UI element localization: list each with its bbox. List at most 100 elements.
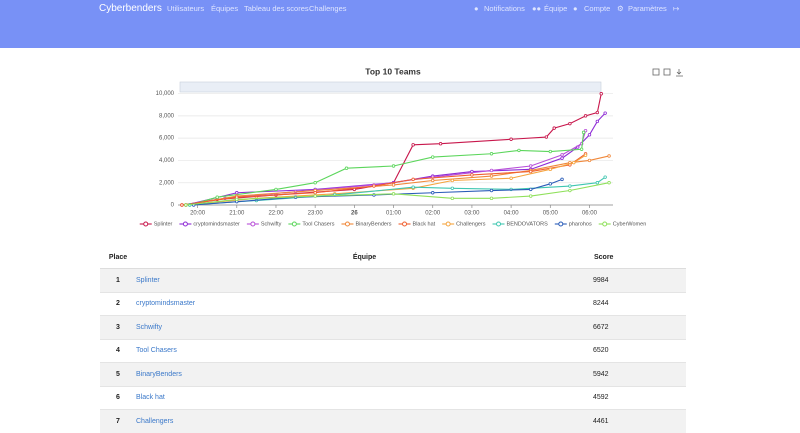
legend-item[interactable]: CyberWomen [599, 221, 647, 227]
data-point [451, 197, 454, 200]
legend: Splinter cryptomindsmaster Schwifty Tool Ch… [140, 221, 647, 227]
data-point [314, 181, 317, 184]
data-point [392, 184, 395, 187]
data-point [471, 174, 474, 177]
place-cell: 4 [100, 339, 136, 363]
x-tick-label: 04:00 [504, 211, 520, 217]
nav-link[interactable]: Challenges [309, 4, 347, 13]
data-point [431, 179, 434, 182]
data-point [392, 165, 395, 168]
data-point [314, 191, 317, 194]
data-point [412, 178, 415, 181]
data-point [412, 186, 415, 189]
data-point [216, 196, 219, 199]
legend-item[interactable]: Challengers [442, 221, 486, 227]
team-link[interactable]: Challengers [136, 418, 173, 425]
nav-link[interactable]: Paramètres [628, 4, 667, 13]
brand[interactable]: Cyberbenders [99, 3, 162, 14]
y-tick-label: 10,000 [156, 91, 175, 97]
data-point [604, 112, 607, 115]
place-cell: 7 [100, 410, 136, 433]
team-link[interactable]: BinaryBenders [136, 371, 182, 378]
legend-item[interactable]: Tool Chasers [288, 221, 334, 227]
nav-link[interactable]: Tableau des scores [244, 4, 309, 13]
nav-link[interactable]: Notifications [484, 4, 525, 13]
team-cell: cryptomindsmaster [136, 292, 593, 316]
team-link[interactable]: Splinter [136, 277, 160, 284]
reset-icon[interactable] [664, 69, 670, 75]
legend-marker [559, 222, 563, 226]
nav-link[interactable]: Équipe [544, 4, 567, 13]
legend-marker [345, 222, 349, 226]
legend-label: Challengers [456, 221, 486, 227]
x-tick-label: 01:00 [386, 211, 402, 217]
table-row: 2cryptomindsmaster8244 [100, 292, 686, 316]
legend-item[interactable]: Schwifty [247, 221, 282, 227]
data-point [561, 154, 564, 157]
scoreboard-table: PlaceÉquipeScore1Splinter99842cryptomind… [100, 246, 686, 433]
navbar: Cyberbenders Utilisateurs Équipes Tablea… [0, 0, 800, 48]
score-cell: 6672 [593, 316, 686, 340]
data-point [345, 167, 348, 170]
data-point [373, 185, 376, 188]
data-point [580, 148, 583, 151]
bell-icon: ● [474, 4, 479, 13]
table-row: 1Splinter9984 [100, 269, 686, 293]
table-row: 6Black hat4592 [100, 386, 686, 410]
legend-item[interactable]: Splinter [140, 221, 173, 227]
legend-item[interactable]: BinaryBenders [341, 221, 391, 227]
table-row: 5BinaryBenders5942 [100, 363, 686, 387]
place-cell: 3 [100, 316, 136, 340]
team-link[interactable]: Tool Chasers [136, 347, 177, 354]
data-point [185, 204, 188, 207]
data-point [439, 142, 442, 145]
save-icon[interactable] [676, 69, 683, 76]
nav-link[interactable]: Compte [584, 4, 610, 13]
y-tick-label: 2,000 [159, 180, 175, 186]
data-point [569, 122, 572, 125]
score-cell: 8244 [593, 292, 686, 316]
nav-link[interactable]: Utilisateurs [167, 4, 204, 13]
legend-item[interactable]: Black hat [399, 221, 436, 227]
data-point [588, 134, 591, 137]
x-tick-label: 02:00 [425, 211, 441, 217]
y-tick-label: 0 [171, 203, 175, 209]
data-point [569, 185, 572, 188]
team-link[interactable]: Schwifty [136, 324, 162, 331]
data-point [412, 144, 415, 147]
x-tick-label: 22:00 [268, 211, 284, 217]
data-point [518, 149, 521, 152]
data-point [561, 178, 564, 181]
series-line [182, 154, 586, 205]
legend-marker [603, 222, 607, 226]
team-link[interactable]: Black hat [136, 394, 165, 401]
legend-label: Black hat [413, 221, 436, 227]
data-point [510, 138, 513, 141]
zoom-icon[interactable] [653, 69, 659, 75]
legend-marker [292, 222, 296, 226]
legend-item[interactable]: cryptomindsmaster [179, 221, 240, 227]
score-cell: 5942 [593, 363, 686, 387]
x-tick-label: 20:00 [190, 211, 206, 217]
logout-icon[interactable]: ↦ [673, 4, 679, 13]
data-point [490, 152, 493, 155]
series-line [186, 113, 605, 205]
zoom-slider[interactable] [180, 82, 601, 92]
toolbox [653, 69, 683, 76]
data-point [451, 187, 454, 190]
data-point [431, 191, 434, 194]
gear-icon: ⚙ [617, 4, 624, 13]
x-tick-label: 26 [351, 211, 358, 217]
team-cell: BinaryBenders [136, 363, 593, 387]
legend-item[interactable]: pharohos [555, 221, 592, 227]
y-tick-label: 6,000 [159, 136, 175, 142]
data-point [596, 120, 599, 123]
data-point [181, 204, 184, 207]
legend-label: BinaryBenders [355, 221, 391, 227]
team-link[interactable]: cryptomindsmaster [136, 300, 195, 307]
nav-link[interactable]: Équipes [211, 4, 238, 13]
team-cell: Tool Chasers [136, 339, 593, 363]
legend-item[interactable]: BENDOVATORS [493, 221, 549, 227]
chart-title: Top 10 Teams [365, 66, 421, 76]
x-tick-label: 05:00 [543, 211, 559, 217]
